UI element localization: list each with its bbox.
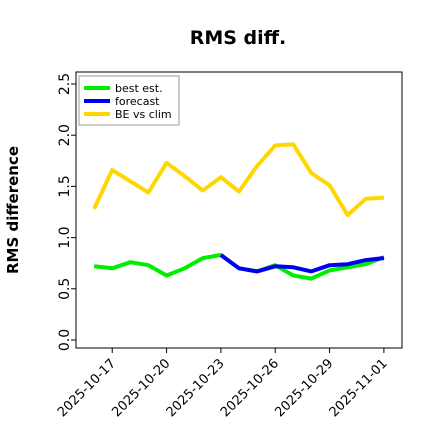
y-tick-label: 2.0 — [57, 124, 73, 146]
series-line-forecast — [219, 253, 385, 274]
y-axis-ticks: 0.0 0.5 1.0 1.5 2.0 2.5 — [57, 73, 76, 351]
x-tick-label: 2025-11-01 — [327, 356, 391, 420]
series-line-be-vs-clim — [92, 142, 385, 218]
series-lines — [92, 142, 385, 281]
y-tick-label: 1.0 — [57, 226, 73, 248]
x-axis-ticks: 2025-10-172025-10-202025-10-232025-10-26… — [55, 348, 391, 420]
chart-title: RMS diff. — [190, 27, 287, 49]
legend: best est. forecast BE vs clim — [78, 75, 180, 126]
plot-area-frame — [75, 71, 403, 349]
y-axis-label: RMS difference — [4, 146, 22, 274]
y-tick-label: 2.5 — [57, 73, 73, 95]
y-tick-label: 0.0 — [57, 329, 73, 351]
y-tick-label: 1.5 — [57, 175, 73, 197]
legend-label-forecast: forecast — [115, 95, 160, 108]
legend-label-best-est: best est. — [115, 82, 163, 95]
y-tick-label: 0.5 — [57, 278, 73, 300]
legend-label-be-vs-clim: BE vs clim — [115, 108, 172, 121]
